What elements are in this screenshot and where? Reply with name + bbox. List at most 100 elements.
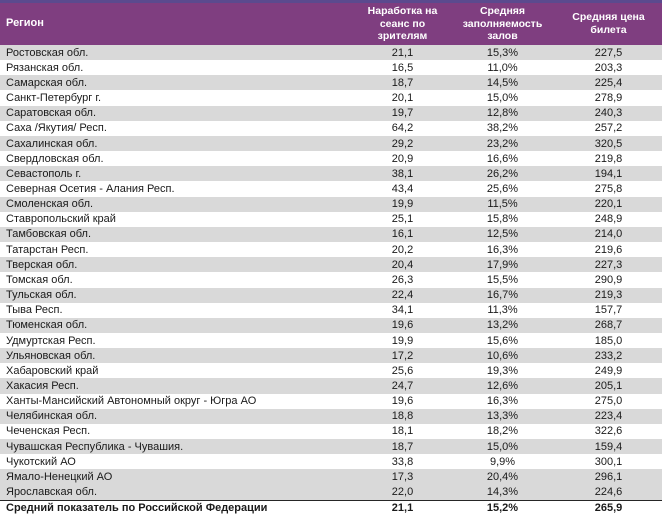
cell-region: Татарстан Респ. <box>6 243 89 256</box>
cell-occupancy: 12,5% <box>486 228 519 241</box>
table-row: Свердловская обл. 20,9 16,6% 219,8 <box>0 151 662 167</box>
cell-occupancy: 11,0% <box>487 61 518 74</box>
cell-attendance: 38,1 <box>391 167 414 180</box>
table-row: Томская обл. 26,3 15,5% 290,9 <box>0 272 662 288</box>
table-row: Тыва Респ. 34,1 11,3% 157,7 <box>0 302 662 318</box>
cell-region: Смоленская обл. <box>6 198 94 211</box>
table-row: Чеченская Респ. 18,1 18,2% 322,6 <box>0 423 662 440</box>
cell-occupancy: 15,0% <box>486 440 519 453</box>
cell-occupancy: 14,5% <box>486 76 519 89</box>
table-row: Хабаровский край 25,6 19,3% 249,9 <box>0 363 662 379</box>
cell-price: 290,9 <box>594 273 623 286</box>
cell-region: Саха /Якутия/ Респ. <box>6 122 107 135</box>
cell-region: Тульская обл. <box>6 289 77 302</box>
cell-occupancy: 25,6% <box>486 182 519 195</box>
cell-attendance: 18,7 <box>391 440 414 453</box>
header-top-strip <box>0 0 662 3</box>
cell-price: 159,4 <box>594 440 623 453</box>
cell-price: 205,1 <box>594 380 623 393</box>
cell-price: 219,8 <box>594 152 623 165</box>
cell-attendance: 17,2 <box>391 349 414 362</box>
cell-attendance: 20,4 <box>391 258 414 271</box>
cell-occupancy: 17,9% <box>486 258 519 271</box>
cell-region: Свердловская обл. <box>6 152 104 165</box>
cell-attendance: 19,6 <box>391 395 414 408</box>
cell-price: 185,0 <box>594 334 623 347</box>
cell-price: 194,1 <box>594 167 623 180</box>
cell-price: 249,9 <box>594 364 623 377</box>
cell-price: 248,9 <box>594 213 623 226</box>
table-row: Тверская обл. 20,4 17,9% 227,3 <box>0 257 662 273</box>
cell-attendance: 20,9 <box>391 152 414 165</box>
cell-region: Самарская обл. <box>6 76 88 89</box>
cell-region: Саратовская обл. <box>6 107 97 120</box>
cell-attendance: 20,2 <box>391 243 414 256</box>
cell-attendance: 18,1 <box>391 425 414 438</box>
cell-attendance: 29,2 <box>391 137 414 150</box>
cell-attendance: 19,7 <box>391 107 414 120</box>
cell-occupancy: 15,3% <box>486 46 519 59</box>
cell-occupancy: 16,3% <box>486 395 519 408</box>
column-header-price: Средняя цена билета <box>572 11 645 36</box>
cell-attendance: 33,8 <box>391 455 414 468</box>
cell-attendance: 19,6 <box>391 319 414 332</box>
cell-occupancy: 13,3% <box>486 410 519 423</box>
cell-occupancy: 15,5% <box>486 273 519 286</box>
cell-occupancy: 12,6% <box>486 380 519 393</box>
cell-attendance: 24,7 <box>391 380 414 393</box>
cell-price: 214,0 <box>594 228 623 241</box>
cell-attendance: 25,6 <box>391 364 414 377</box>
cell-region: Рязанская обл. <box>6 61 84 74</box>
table-row: Удмуртская Респ. 19,9 15,6% 185,0 <box>0 332 662 349</box>
cell-price: 227,5 <box>594 46 623 59</box>
table-row: Тамбовская обл. 16,1 12,5% 214,0 <box>0 226 662 243</box>
table-row: Ямало-Ненецкий АО 17,3 20,4% 296,1 <box>0 469 662 485</box>
cell-region: Санкт-Петербург г. <box>6 92 102 105</box>
cell-price: 157,7 <box>594 304 623 317</box>
cell-price: 220,1 <box>594 198 623 211</box>
cell-attendance: 17,3 <box>391 470 414 483</box>
cell-price: 278,9 <box>594 92 623 105</box>
column-header-region: Регион <box>6 17 44 30</box>
table-row: Татарстан Респ. 20,2 16,3% 219,6 <box>0 242 662 258</box>
cell-region: Тыва Респ. <box>6 304 63 317</box>
table-header-row: Регион Наработка на сеанс по зрителям Ср… <box>0 3 662 45</box>
table-row: Челябинская обл. 18,8 13,3% 223,4 <box>0 408 662 424</box>
cell-attendance: 21,1 <box>391 46 414 59</box>
table-row: Сахалинская обл. 29,2 23,2% 320,5 <box>0 135 662 152</box>
cell-region: Чувашская Республика - Чувашия. <box>6 440 184 453</box>
cell-region: Тверская обл. <box>6 258 78 271</box>
cell-occupancy: 15,0% <box>486 92 519 105</box>
cell-attendance: 22,0 <box>391 486 414 499</box>
table-row: Севастополь г. 38,1 26,2% 194,1 <box>0 166 662 182</box>
cell-attendance: 16,5 <box>391 61 414 74</box>
cell-region: Чеченская Респ. <box>6 425 91 438</box>
cell-price: 296,1 <box>594 470 623 483</box>
table-row: Чукотский АО 33,8 9,9% 300,1 <box>0 454 662 470</box>
table-row: Северная Осетия - Алания Респ. 43,4 25,6% 2… <box>0 181 662 197</box>
cell-price: 223,4 <box>594 410 623 423</box>
table-row: Ульяновская обл. 17,2 10,6% 233,2 <box>0 348 662 364</box>
cell-attendance: 18,8 <box>391 410 414 423</box>
cell-occupancy: 18,2% <box>486 425 519 438</box>
table-row: Рязанская обл. 16,5 11,0% 203,3 <box>0 60 662 76</box>
cell-occupancy: 9,9% <box>489 455 516 468</box>
cell-region: Томская обл. <box>6 273 73 286</box>
cell-region: Ростовская обл. <box>6 46 89 59</box>
cell-occupancy: 16,3% <box>486 243 519 256</box>
table-row: Тульская обл. 22,4 16,7% 219,3 <box>0 287 662 303</box>
cell-occupancy: 11,5% <box>487 198 518 211</box>
cell-region: Ханты-Мансийский Автономный округ - Югра… <box>6 395 257 408</box>
cell-price: 322,6 <box>594 425 623 438</box>
cell-price: 275,0 <box>594 395 623 408</box>
cell-occupancy: 15,6% <box>486 334 519 347</box>
column-header-occupancy: Средняя заполняемость залов <box>462 5 543 43</box>
cell-region: Северная Осетия - Алания Респ. <box>6 182 175 195</box>
cell-region: Хакасия Респ. <box>6 380 79 393</box>
cell-price: 268,7 <box>594 319 623 332</box>
cell-attendance: 18,7 <box>391 76 414 89</box>
cell-attendance: 22,4 <box>391 289 414 302</box>
table-row: Чувашская Республика - Чувашия. 18,7 15,0%… <box>0 439 662 455</box>
